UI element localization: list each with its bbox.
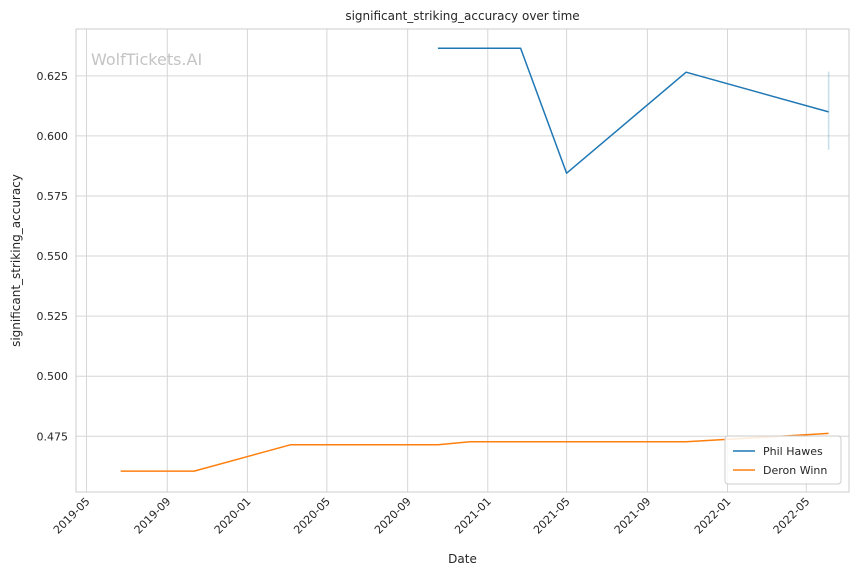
x-tick-label: 2021-05 <box>531 495 573 537</box>
y-tick-label: 0.600 <box>37 130 69 143</box>
x-tick-label: 2021-09 <box>612 495 654 537</box>
x-axis-title: Date <box>448 552 477 566</box>
y-axis-ticks: 0.475 0.500 0.525 0.550 0.575 0.600 0.625 <box>37 70 69 443</box>
series-line-1 <box>120 432 829 472</box>
grid-lines <box>76 29 849 492</box>
y-tick-label: 0.475 <box>37 430 69 443</box>
x-tick-label: 2021-01 <box>452 495 494 537</box>
y-tick-label: 0.625 <box>37 70 69 83</box>
chart-title: significant_striking_accuracy over time <box>345 9 579 23</box>
legend-box <box>724 435 842 485</box>
y-tick-label: 0.500 <box>37 370 69 383</box>
x-tick-label: 2020-01 <box>212 495 254 537</box>
y-axis-title: significant_striking_accuracy <box>9 174 23 347</box>
x-tick-label: 2022-05 <box>771 495 813 537</box>
x-tick-label: 2020-09 <box>372 495 414 537</box>
legend: Phil Hawes Deron Winn <box>724 435 842 485</box>
x-tick-label: 2020-05 <box>291 495 333 537</box>
x-tick-label: 2019-05 <box>51 495 93 537</box>
plot-frame <box>75 28 850 493</box>
legend-label-1: Deron Winn <box>763 464 827 477</box>
y-tick-label: 0.575 <box>37 190 69 203</box>
legend-label-0: Phil Hawes <box>763 445 823 458</box>
x-tick-label: 2022-01 <box>692 495 734 537</box>
y-tick-label: 0.525 <box>37 310 69 323</box>
plot-background <box>76 29 849 492</box>
watermark-text: WolfTickets.AI <box>91 50 202 69</box>
plot-area: WolfTickets.AI <box>75 28 850 493</box>
series-layer <box>120 47 830 472</box>
series-line-0 <box>437 47 829 174</box>
x-tick-label: 2019-09 <box>132 495 174 537</box>
legend-items: Phil Hawes Deron Winn <box>733 445 827 477</box>
y-tick-label: 0.550 <box>37 250 69 263</box>
x-axis-ticks: 2019-05 2019-09 2020-01 2020-05 2020-09 2021-… <box>51 495 813 537</box>
